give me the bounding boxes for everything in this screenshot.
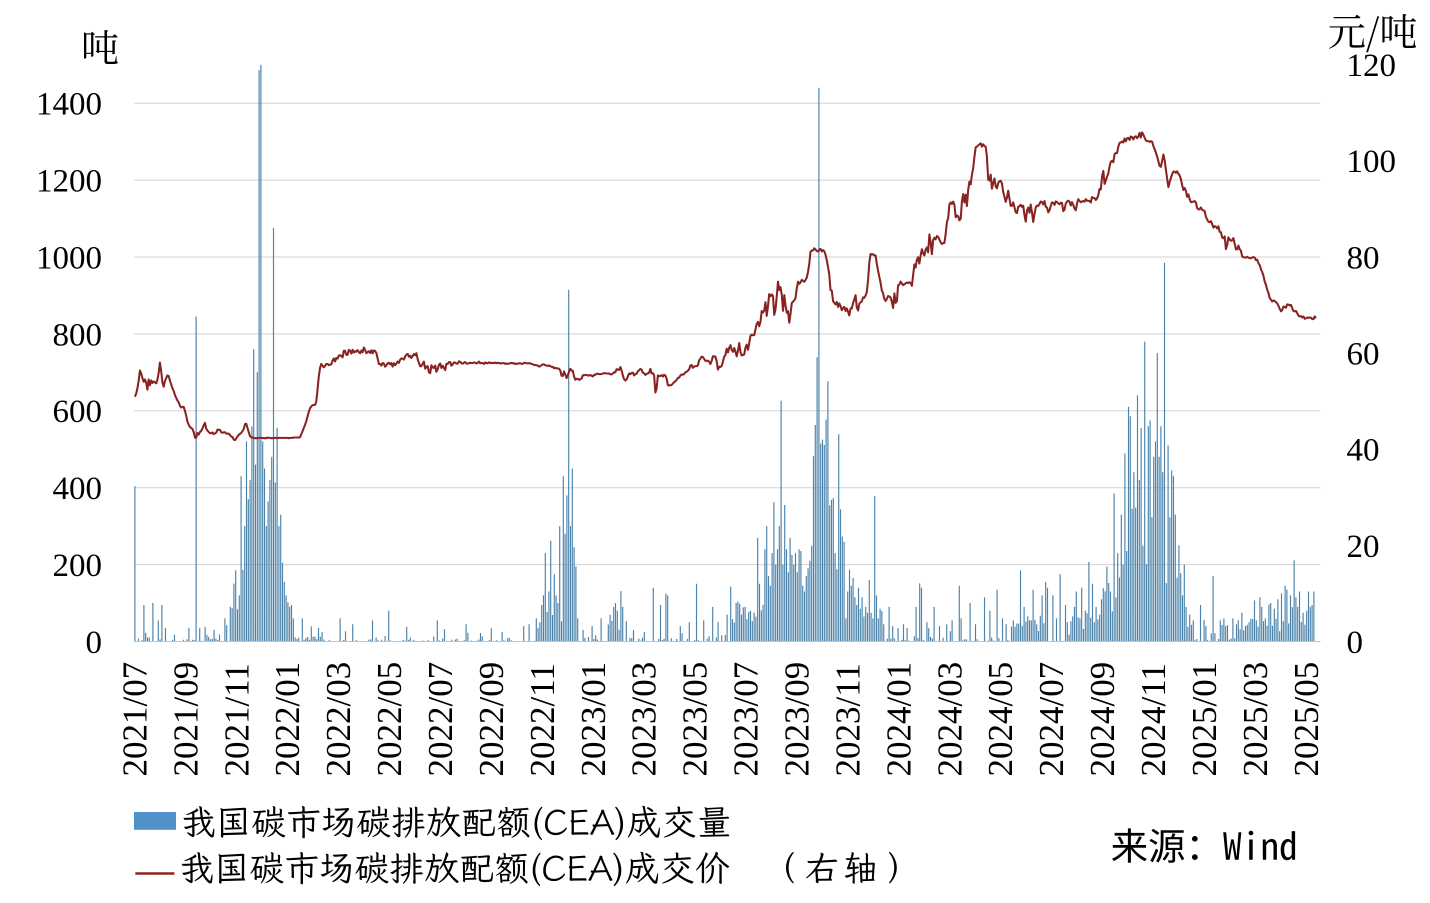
svg-text:2025/03: 2025/03 xyxy=(1236,662,1275,777)
svg-text:80: 80 xyxy=(1347,240,1380,276)
svg-text:2023/03: 2023/03 xyxy=(625,662,664,777)
svg-text:2022/09: 2022/09 xyxy=(472,662,511,777)
svg-text:600: 600 xyxy=(53,394,103,430)
svg-text:2024/05: 2024/05 xyxy=(981,662,1020,777)
svg-text:120: 120 xyxy=(1347,48,1397,84)
svg-text:2024/07: 2024/07 xyxy=(1032,662,1071,777)
svg-text:2022/07: 2022/07 xyxy=(421,662,460,777)
svg-text:2024/09: 2024/09 xyxy=(1083,662,1122,777)
svg-text:2023/11: 2023/11 xyxy=(828,663,867,776)
svg-text:2023/07: 2023/07 xyxy=(727,662,766,777)
svg-text:2024/03: 2024/03 xyxy=(930,662,969,777)
svg-text:2025/01: 2025/01 xyxy=(1185,662,1224,777)
svg-text:20: 20 xyxy=(1347,529,1380,565)
svg-text:800: 800 xyxy=(53,317,103,353)
svg-text:2022/05: 2022/05 xyxy=(370,662,409,777)
svg-text:2024/11: 2024/11 xyxy=(1134,663,1173,776)
svg-text:1400: 1400 xyxy=(36,87,102,123)
svg-text:2024/01: 2024/01 xyxy=(879,662,918,777)
svg-text:2025/05: 2025/05 xyxy=(1287,662,1326,777)
svg-text:0: 0 xyxy=(1347,625,1364,661)
svg-text:60: 60 xyxy=(1347,337,1380,373)
svg-text:1200: 1200 xyxy=(36,164,102,200)
svg-text:2023/01: 2023/01 xyxy=(574,662,613,777)
svg-text:400: 400 xyxy=(53,471,103,507)
svg-text:2021/11: 2021/11 xyxy=(217,663,256,776)
svg-text:200: 200 xyxy=(53,548,103,584)
svg-text:40: 40 xyxy=(1347,433,1380,469)
svg-text:100: 100 xyxy=(1347,144,1397,180)
svg-text:2022/03: 2022/03 xyxy=(319,662,358,777)
svg-text:1000: 1000 xyxy=(36,240,102,276)
svg-text:2021/09: 2021/09 xyxy=(166,662,205,777)
svg-text:2023/09: 2023/09 xyxy=(778,662,817,777)
svg-text:2022/01: 2022/01 xyxy=(268,662,307,777)
svg-text:2022/11: 2022/11 xyxy=(523,663,562,776)
svg-text:2021/07: 2021/07 xyxy=(115,662,154,777)
svg-text:0: 0 xyxy=(86,625,103,661)
svg-text:2023/05: 2023/05 xyxy=(676,662,715,777)
